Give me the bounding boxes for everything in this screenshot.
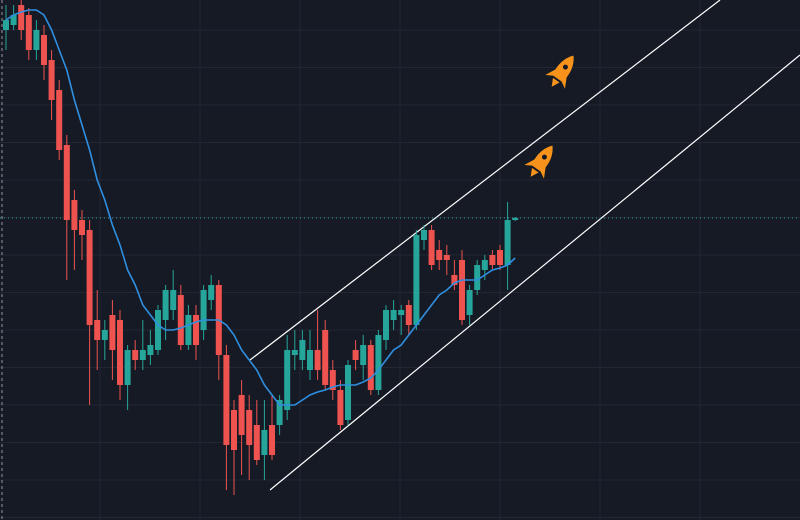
candle-body <box>231 410 237 450</box>
candle-body <box>170 290 177 310</box>
candle-body <box>421 230 427 240</box>
candle-body <box>94 320 101 340</box>
candle-body <box>504 220 511 265</box>
candle-body <box>360 345 367 365</box>
candle-body <box>177 295 184 345</box>
candle-body <box>3 20 9 30</box>
candle-body <box>512 218 519 220</box>
candle-body <box>443 255 450 260</box>
candle-body <box>124 350 131 385</box>
candle-body <box>405 305 412 325</box>
channel-upper[interactable] <box>249 0 721 361</box>
candle-body <box>25 15 32 50</box>
candle-body <box>390 310 397 320</box>
rocket-icon[interactable] <box>521 139 562 184</box>
candle-body <box>383 310 389 340</box>
candle-body <box>474 265 481 290</box>
candle-body <box>367 345 374 390</box>
candle-body <box>86 230 93 325</box>
candle-body <box>33 30 40 50</box>
candle-body <box>375 335 382 390</box>
candle-body <box>208 285 215 300</box>
candle-body <box>139 350 146 360</box>
candle-body <box>155 310 161 350</box>
candle-body <box>79 220 85 235</box>
candles <box>3 0 519 495</box>
candle-body <box>261 430 268 455</box>
candle-body <box>41 35 47 65</box>
candle-body <box>481 260 488 270</box>
candle-body <box>428 230 435 265</box>
candle-body <box>436 250 443 260</box>
candle-body <box>56 90 63 150</box>
candle-body <box>162 290 169 320</box>
candle-body <box>398 310 405 315</box>
candle-body <box>101 330 108 340</box>
candle-body <box>291 350 298 355</box>
candle-body <box>117 320 123 385</box>
candle-body <box>413 235 420 325</box>
rocket-icon[interactable] <box>542 49 583 94</box>
candle-body <box>18 5 25 30</box>
candle-body <box>299 340 306 360</box>
candle-body <box>314 350 321 370</box>
candle-body <box>132 350 139 360</box>
candle-body <box>63 145 70 220</box>
moving-average-line <box>5 9 516 406</box>
candle-body <box>223 355 230 445</box>
candle-body <box>466 290 473 315</box>
candle-body <box>10 15 17 25</box>
candle-body <box>109 315 116 350</box>
candle-body <box>276 400 283 425</box>
candle-body <box>269 425 275 455</box>
candle-body <box>253 425 260 460</box>
candle-body <box>489 255 496 265</box>
candle-body <box>337 390 344 425</box>
candle-body <box>71 200 78 230</box>
candle-body <box>48 60 55 100</box>
channel-lower[interactable] <box>269 54 800 491</box>
candle-body <box>497 250 503 265</box>
candle-body <box>451 275 458 285</box>
candle-body <box>147 345 154 355</box>
candle-body <box>322 330 329 385</box>
candle-body <box>200 290 207 330</box>
candle-body <box>352 350 359 360</box>
candle-body <box>246 410 253 445</box>
candle-body <box>238 395 245 435</box>
candle-body <box>193 315 199 345</box>
candle-body <box>329 370 336 390</box>
candle-body <box>284 350 291 410</box>
candle-body <box>345 365 351 420</box>
candle-body <box>459 260 465 320</box>
candle-body <box>307 350 313 370</box>
candle-body <box>185 315 192 345</box>
